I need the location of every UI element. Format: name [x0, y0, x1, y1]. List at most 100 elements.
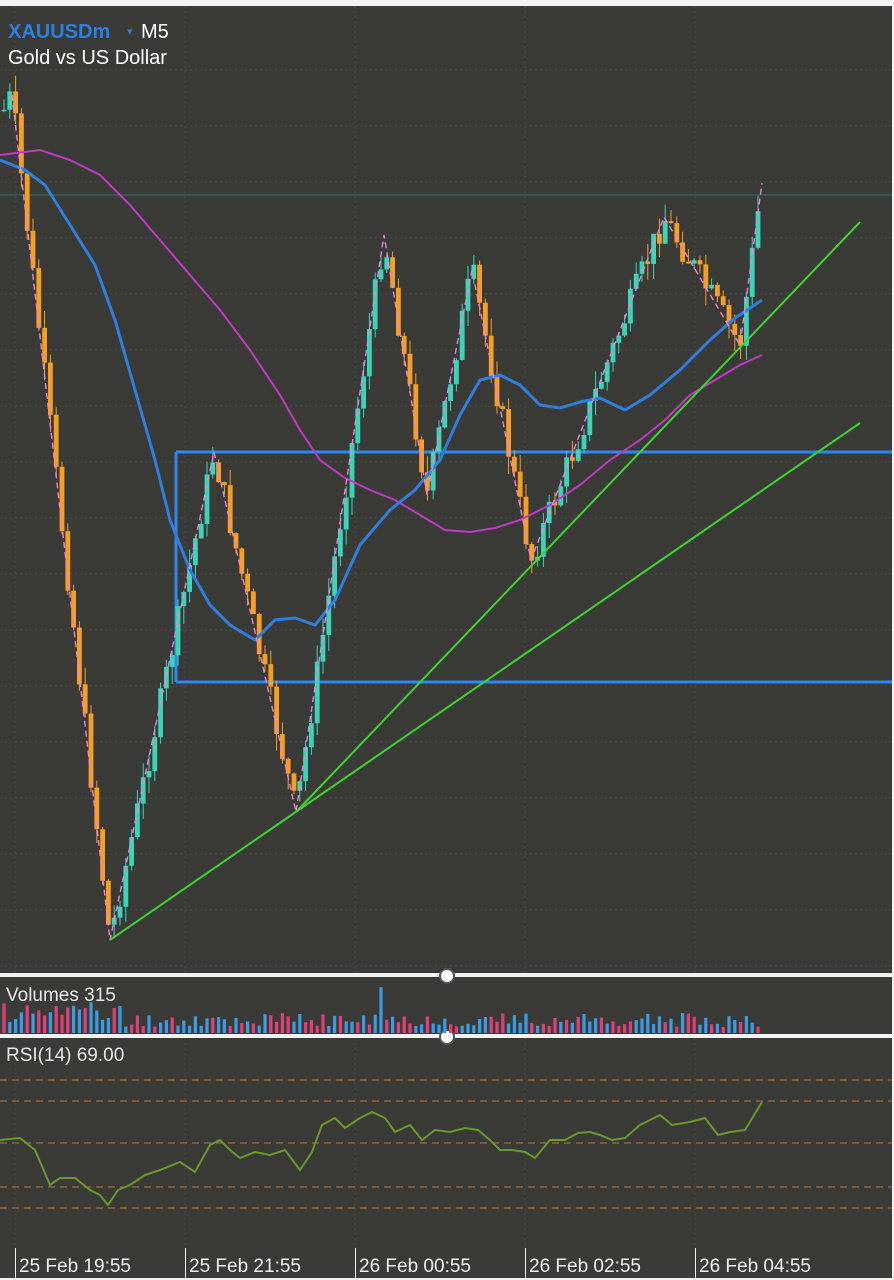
- trendlines[interactable]: [109, 221, 861, 941]
- volume-bar: [391, 1016, 395, 1033]
- volume-bar: [89, 1002, 93, 1033]
- candle-body: [129, 837, 134, 866]
- volume-bar: [744, 1016, 748, 1033]
- volume-bar: [188, 1025, 192, 1033]
- volume-bar: [228, 1025, 232, 1033]
- candle-body: [123, 865, 129, 907]
- volume-pane-resize-handle[interactable]: [439, 968, 455, 984]
- volume-bar: [536, 1025, 540, 1033]
- candle-body: [599, 381, 604, 389]
- rsi-indicator-label[interactable]: RSI(14) 69.00: [6, 1045, 125, 1066]
- volume-bar: [657, 1016, 661, 1033]
- volume-bars: [2, 987, 760, 1033]
- candle-body: [744, 296, 749, 346]
- volume-bar: [675, 1026, 679, 1033]
- volume-bar: [402, 1016, 406, 1033]
- volume-bar: [414, 1025, 418, 1033]
- time-axis-tick: [15, 1248, 16, 1280]
- candle-body: [326, 595, 332, 635]
- volume-bar: [605, 1023, 609, 1033]
- candle-body: [88, 713, 94, 788]
- candle-body: [657, 233, 662, 244]
- candle-body: [175, 606, 181, 656]
- candle-body: [30, 230, 36, 269]
- volume-bar: [524, 1013, 528, 1033]
- volume-bar: [292, 1021, 296, 1033]
- candle-body: [448, 384, 453, 401]
- candle-body: [274, 686, 279, 734]
- candle-body: [581, 434, 587, 450]
- volume-bar: [570, 1022, 574, 1033]
- volume-bar: [286, 1016, 290, 1033]
- candle-body: [239, 548, 245, 574]
- candle-body: [697, 260, 703, 265]
- candle-body: [152, 737, 158, 772]
- volume-bar: [159, 1022, 163, 1033]
- candle-body: [262, 654, 268, 665]
- triangle-down-icon[interactable]: ▾: [127, 26, 133, 38]
- volume-bar: [715, 1023, 719, 1033]
- volume-bar: [396, 1022, 400, 1033]
- volume-bar: [124, 1026, 128, 1033]
- candle-body: [732, 323, 738, 336]
- volume-bar: [8, 1021, 12, 1033]
- candle-body: [158, 688, 163, 738]
- candle-body: [24, 173, 30, 231]
- volume-bar: [611, 1021, 615, 1033]
- candle-body: [48, 362, 53, 415]
- candle-body: [355, 408, 361, 444]
- volume-bar: [507, 1023, 511, 1033]
- candle-body: [320, 634, 326, 662]
- candle-body: [245, 573, 250, 592]
- candle-body: [494, 375, 500, 407]
- candle-body: [135, 803, 140, 838]
- volume-bar: [280, 1013, 284, 1033]
- candle-body: [65, 531, 71, 591]
- rsi-line: [0, 1101, 763, 1207]
- volume-bar: [559, 1021, 563, 1033]
- candle-body: [570, 457, 575, 461]
- candle-body: [558, 486, 564, 506]
- candle-body: [616, 335, 622, 343]
- symbol-selector[interactable]: XAUUSDm: [8, 21, 111, 43]
- volume-bar: [321, 1014, 325, 1033]
- candle-body: [610, 342, 616, 363]
- volume-bar: [130, 1024, 134, 1033]
- candle-body: [517, 471, 523, 497]
- candle-body: [506, 408, 511, 457]
- candle-body: [314, 661, 320, 724]
- timeframe-label[interactable]: M5: [141, 21, 169, 43]
- candle-body: [680, 242, 685, 262]
- volume-bar: [518, 1022, 522, 1033]
- volume-bar: [240, 1023, 244, 1033]
- volume-bar: [704, 1017, 708, 1033]
- candle-body: [82, 684, 88, 714]
- volume-bar: [634, 1020, 638, 1033]
- candle-body: [529, 544, 535, 561]
- volume-bar: [269, 1015, 273, 1033]
- candle-body: [332, 556, 337, 596]
- candle-body: [686, 261, 691, 264]
- volume-bar: [48, 1012, 52, 1033]
- candle-body: [662, 221, 668, 244]
- candle-body: [726, 305, 732, 324]
- candle-body: [19, 113, 24, 174]
- candle-body: [94, 787, 100, 830]
- volume-bar: [367, 1024, 371, 1033]
- volume-bar: [344, 1021, 348, 1033]
- candle-body: [541, 523, 546, 557]
- candle-body: [604, 362, 610, 382]
- candle-body: [512, 456, 517, 472]
- volume-bar: [698, 1024, 702, 1033]
- volume-bar: [135, 1015, 139, 1033]
- time-axis-label: 26 Feb 04:55: [699, 1256, 811, 1277]
- candle-body: [367, 329, 372, 377]
- volume-bar: [669, 1018, 673, 1033]
- volume-bar: [686, 1013, 690, 1033]
- rsi-pane-resize-handle[interactable]: [439, 1029, 455, 1045]
- volume-bar: [83, 1007, 87, 1033]
- candle-body: [372, 279, 378, 330]
- volumes-indicator-label[interactable]: Volumes 315: [6, 985, 116, 1006]
- volume-bar: [582, 1013, 586, 1033]
